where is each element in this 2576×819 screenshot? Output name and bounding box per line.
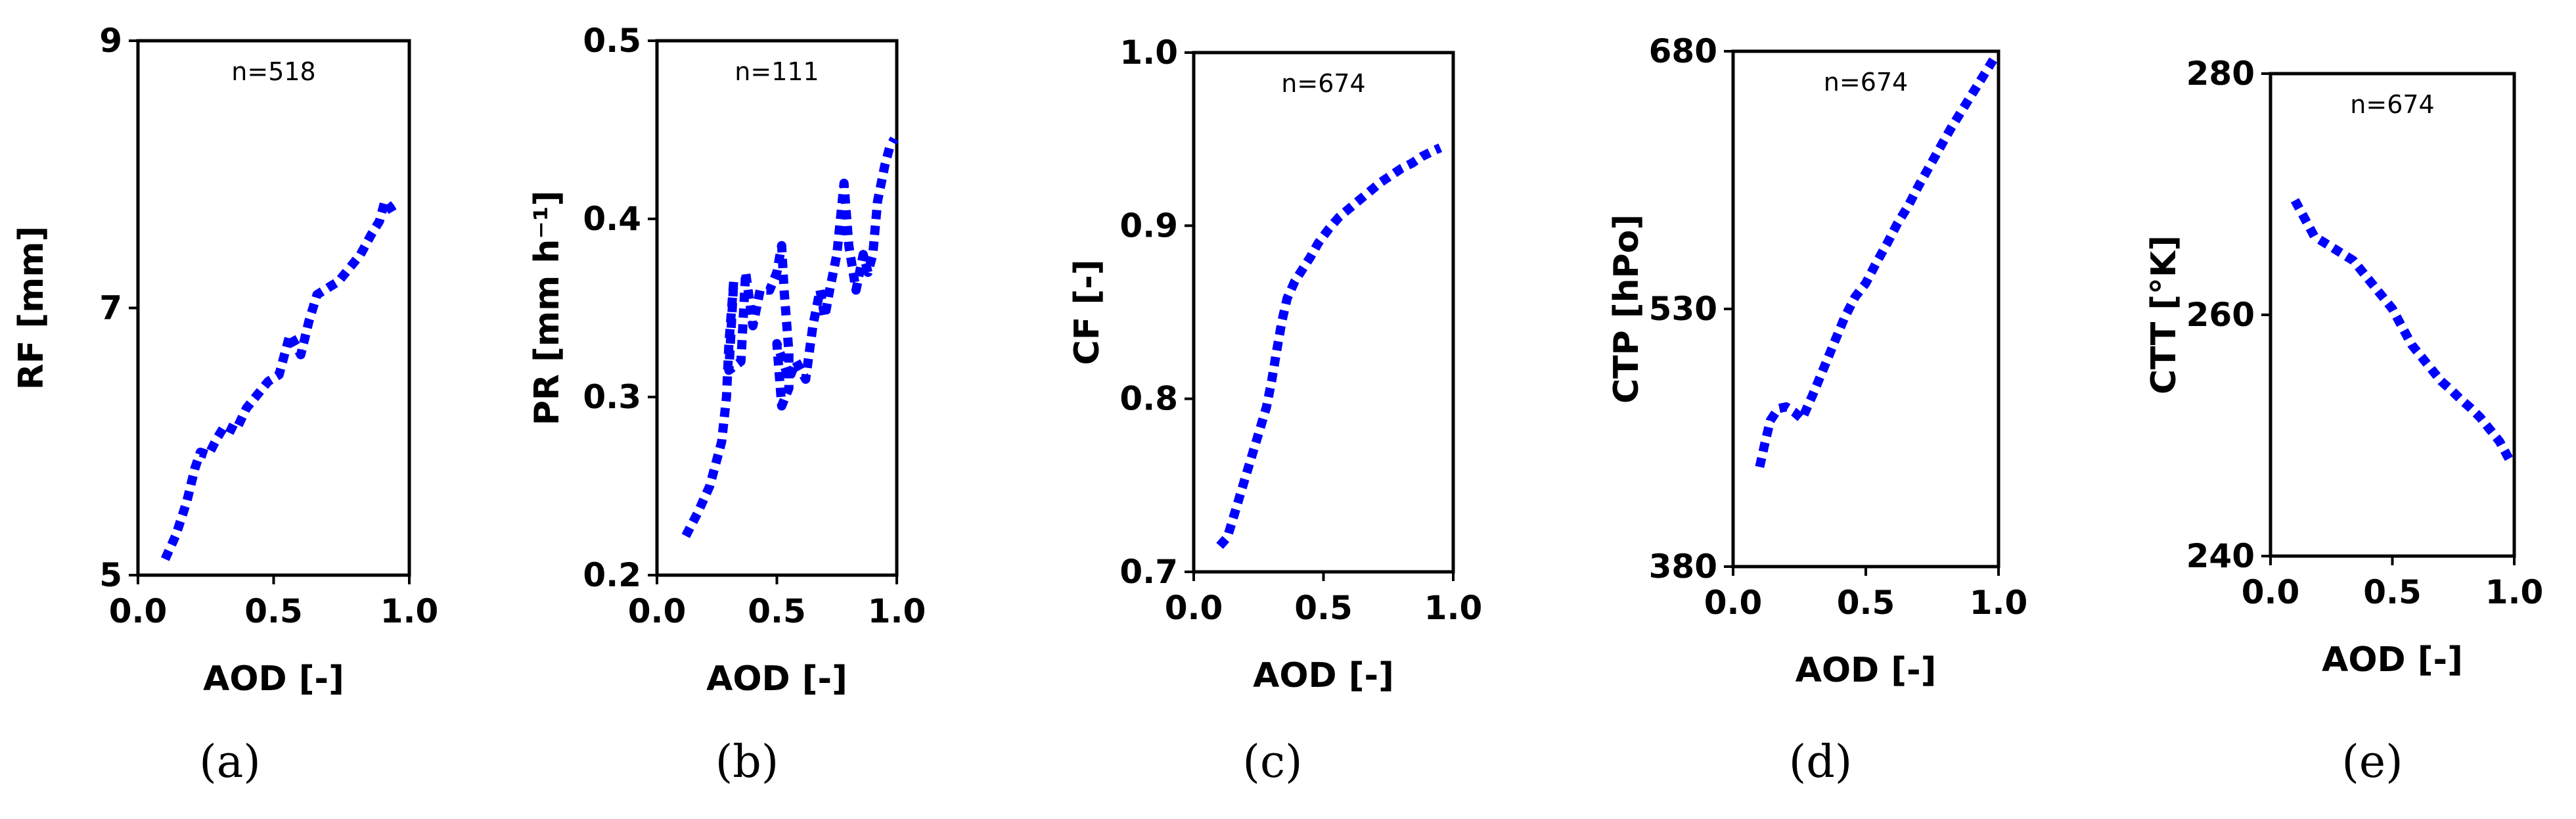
chart-panel: 0.0 0.5 1.0 5 7 9 n=518 AOD [-] RF [mm] [12,22,438,699]
x-tick-label: 0.0 [2242,573,2300,611]
x-tick-label: 0.0 [628,592,687,630]
x-tick-label: 1.0 [1970,584,2028,622]
y-tick-label: 530 [1649,290,1717,328]
sample-size-annotation: n=674 [1281,69,1365,98]
x-axis-label: AOD [-] [1796,651,1937,690]
y-tick-label: 0.3 [583,378,641,416]
plot-frame [655,39,899,577]
y-tick-label: 680 [1649,32,1717,70]
chart-panel: 0.0 0.5 1.0 0.7 0.8 0.9 1.0 n=674 AOD [-] CF [-] [1068,34,1482,695]
plot-frame [2269,72,2516,558]
x-axis-label: AOD [-] [706,659,847,699]
x-axis-label: AOD [-] [1253,656,1394,695]
x-tick-label: 0.5 [1837,584,1895,622]
sample-size-annotation: n=674 [2350,90,2434,119]
y-tick-label: 0.8 [1119,380,1178,418]
series-line [1755,57,1997,468]
plot-frame [136,39,411,577]
panel-label: (e) [2341,736,2403,788]
series-line [160,196,400,561]
x-tick-label: 0.5 [748,592,806,630]
y-axis-label: CTP [hPo] [1607,214,1646,404]
x-tick-label: 0.5 [1294,589,1353,627]
y-tick-label: 0.7 [1119,553,1178,591]
x-tick-label: 1.0 [868,592,926,630]
chart-panel: 0.0 0.5 1.0 0.2 0.3 0.4 0.5 n=111 AOD [-] PR [mm … [528,22,926,699]
x-tick-label: 0.0 [1704,584,1763,622]
plot-frame [1731,49,2000,569]
y-tick-label: 380 [1649,548,1717,586]
y-tick-label: 5 [99,556,122,594]
x-axis-label: AOD [-] [2322,640,2463,680]
panel-label: (c) [1242,736,1302,788]
plot-frame [1192,51,1455,574]
y-tick-label: 0.2 [583,556,641,594]
series-line [681,136,899,538]
y-tick-label: 280 [2186,55,2255,93]
sample-size-annotation: n=518 [231,57,315,86]
chart-panel: 0.0 0.5 1.0 240 260 280 n=674 AOD [-] CTT [°K] [2144,55,2543,680]
x-tick-label: 0.5 [244,592,303,630]
y-tick-label: 9 [99,22,122,60]
chart-panel: 0.0 0.5 1.0 380 530 680 n=674 AOD [-] CTP [hPo] [1607,32,2027,690]
y-axis-label: CF [-] [1068,260,1107,365]
series-line [1216,143,1443,550]
panel-label: (b) [715,736,779,788]
x-axis-label: AOD [-] [203,659,344,699]
y-axis-label: PR [mm h⁻¹] [528,191,567,426]
y-tick-label: 0.9 [1119,206,1178,245]
y-tick-label: 260 [2186,296,2255,334]
sample-size-annotation: n=111 [734,57,819,86]
x-tick-label: 0.5 [2363,573,2422,611]
y-axis-label: CTT [°K] [2144,235,2184,394]
y-axis-label: RF [mm] [12,226,51,390]
y-tick-label: 0.4 [583,200,641,238]
x-tick-label: 0.0 [1165,589,1223,627]
x-tick-label: 1.0 [380,592,439,630]
panel-label: (a) [199,736,261,788]
panel-label: (d) [1789,736,1853,788]
y-tick-label: 0.5 [583,22,641,60]
y-tick-label: 7 [99,289,122,327]
series-line [2290,198,2514,462]
x-tick-label: 0.0 [109,592,168,630]
y-tick-label: 240 [2186,537,2255,575]
x-tick-label: 1.0 [1424,589,1483,627]
x-tick-label: 1.0 [2485,573,2544,611]
sample-size-annotation: n=674 [1824,68,1908,97]
y-tick-label: 1.0 [1119,34,1178,72]
